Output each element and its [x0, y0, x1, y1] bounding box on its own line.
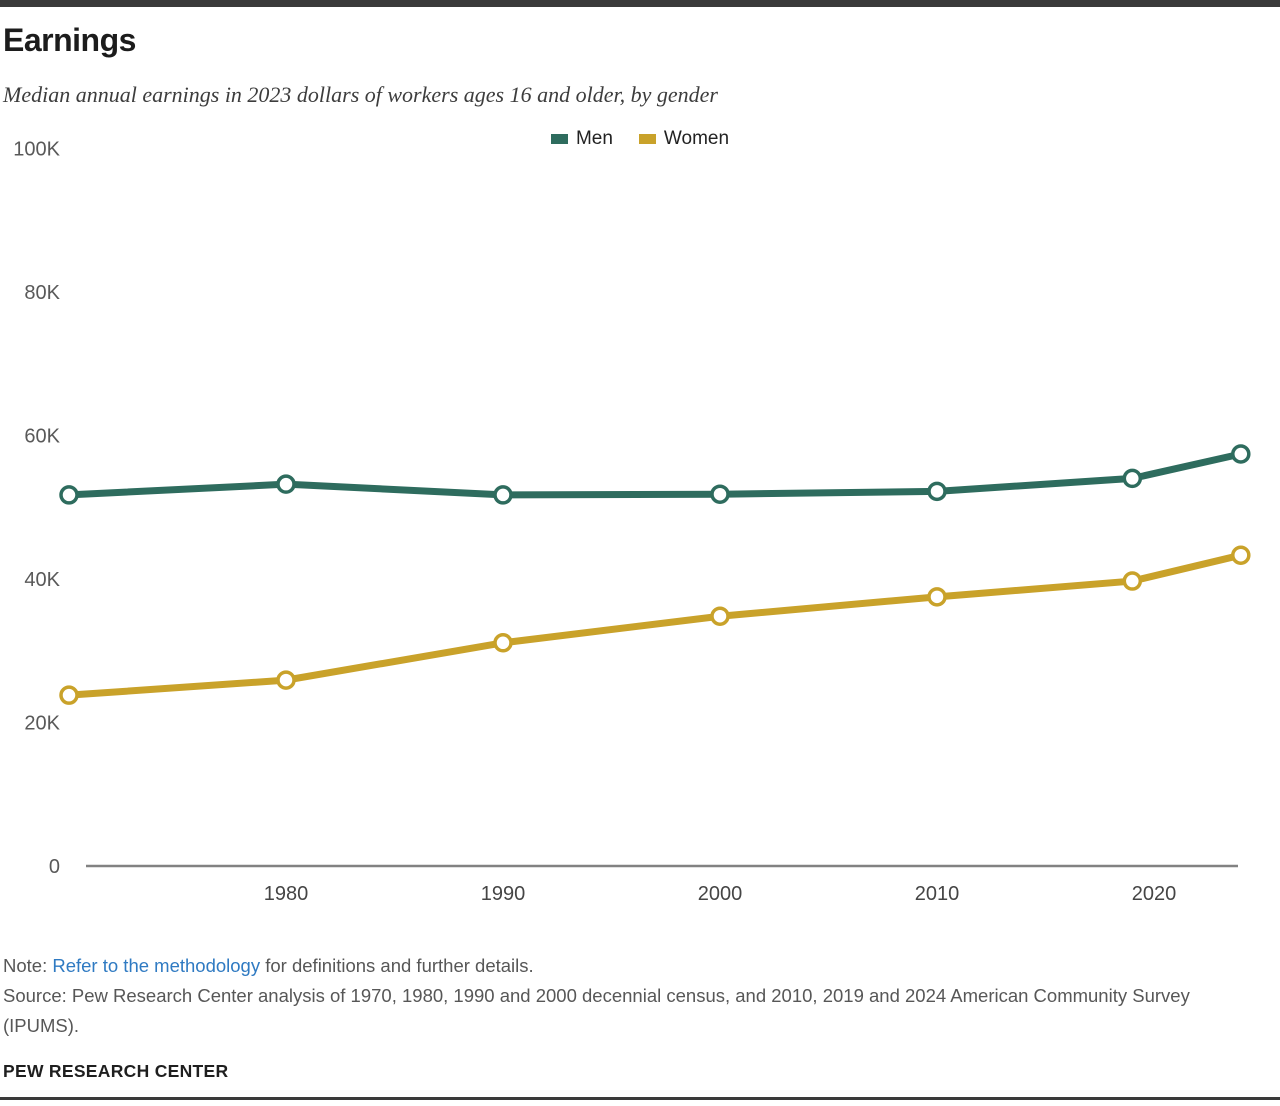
- men-point-2000: [710, 484, 730, 504]
- men-point-2010: [927, 481, 947, 502]
- men-point-1980: [276, 474, 296, 494]
- women-series-swatch: [638, 134, 656, 144]
- men-line: [68, 450, 1242, 499]
- women-point-1980: [276, 670, 296, 690]
- y-axis-tick-80K: 80K: [24, 282, 60, 304]
- men-point-2024: [1231, 444, 1251, 464]
- chart-footer: Note: Refer to the methodology for defin…: [3, 951, 1203, 1041]
- x-axis-tick-2010: 2010: [915, 883, 960, 905]
- men-point-1990: [493, 485, 513, 505]
- top-border-bar: [0, 0, 1280, 7]
- women-point-1970: [59, 685, 79, 705]
- men-series-swatch: [550, 134, 568, 144]
- methodology-link[interactable]: Refer to the methodology: [52, 955, 261, 976]
- women-point-2024: [1231, 545, 1251, 565]
- page-title: Earnings: [3, 22, 136, 58]
- men-point-2019: [1122, 468, 1143, 489]
- y-axis-tick-100K: 100K: [13, 138, 60, 160]
- note-prefix: Note:: [3, 955, 53, 976]
- x-axis-tick-1990: 1990: [481, 883, 526, 905]
- y-axis-tick-60K: 60K: [24, 425, 60, 447]
- legend-label-women: Women: [663, 128, 730, 149]
- note-line: Note: Refer to the methodology for defin…: [3, 951, 1203, 981]
- y-axis-tick-40K: 40K: [24, 569, 60, 591]
- women-point-2000: [710, 606, 730, 626]
- legend-item-men: Men: [550, 128, 613, 150]
- men-point-1970: [59, 485, 79, 505]
- legend: Men Women: [0, 128, 1280, 150]
- source-line: Source: Pew Research Center analysis of …: [3, 985, 1190, 1036]
- x-axis-tick-2000: 2000: [698, 883, 743, 905]
- bottom-border-bar: [0, 1097, 1280, 1100]
- legend-label-men: Men: [575, 128, 613, 149]
- pew-research-center-wordmark: PEW RESEARCH CENTER: [3, 1061, 229, 1081]
- legend-item-women: Women: [638, 128, 730, 150]
- note-suffix: for definitions and further details.: [260, 955, 534, 976]
- chart-subtitle: Median annual earnings in 2023 dollars o…: [3, 82, 718, 107]
- women-point-2019: [1122, 571, 1143, 591]
- x-axis-tick-2020: 2020: [1132, 883, 1177, 905]
- y-axis-tick-0: 0: [49, 856, 60, 878]
- women-line: [68, 551, 1242, 699]
- x-axis-tick-1980: 1980: [264, 883, 309, 905]
- women-point-2010: [927, 587, 947, 607]
- women-point-1990: [493, 633, 513, 653]
- y-axis-tick-20K: 20K: [24, 712, 60, 734]
